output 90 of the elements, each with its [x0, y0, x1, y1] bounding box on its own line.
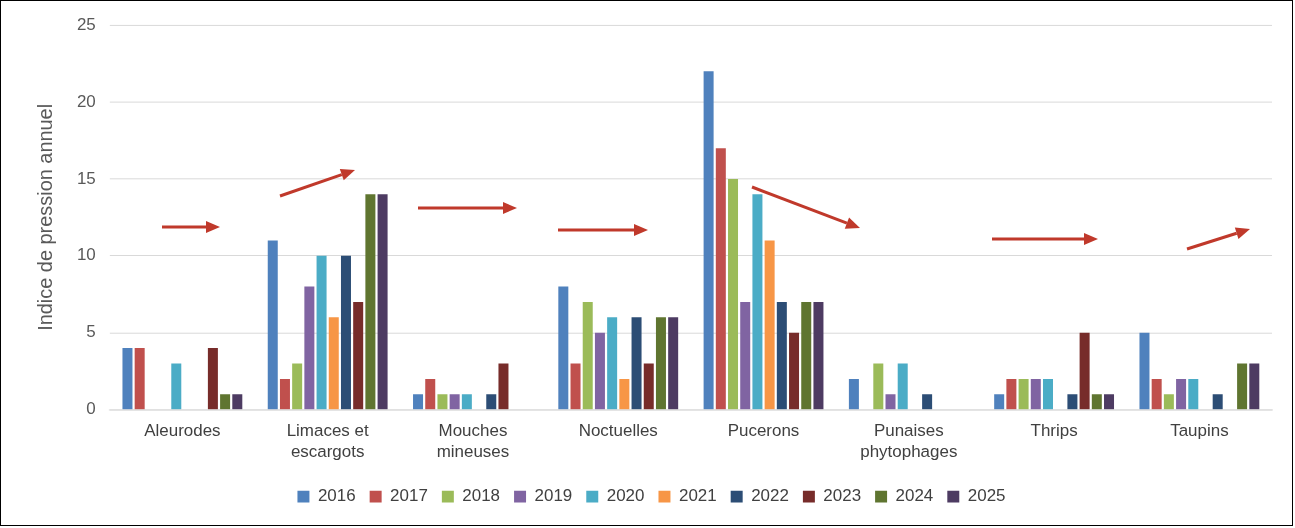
bar	[655, 317, 666, 410]
bar	[267, 240, 278, 410]
bar	[885, 394, 896, 410]
bar	[1163, 394, 1174, 410]
legend-label: 2025	[967, 486, 1006, 506]
y-tick-label: 25	[76, 14, 96, 34]
bar	[316, 255, 327, 410]
bar	[922, 394, 933, 410]
bar	[594, 332, 605, 410]
bar	[377, 194, 388, 410]
bar	[328, 317, 339, 410]
x-tick-label: Noctuelles	[578, 421, 658, 441]
y-tick-label: 5	[86, 322, 96, 342]
x-tick-label: Punaises phytophages	[860, 421, 958, 461]
x-tick-label: Mouches mineuses	[436, 421, 510, 461]
bar	[171, 363, 182, 410]
bar	[1237, 363, 1248, 410]
bar	[340, 255, 351, 410]
bar	[1091, 394, 1102, 410]
bar	[801, 301, 812, 410]
bar	[461, 394, 472, 410]
bar	[558, 286, 569, 410]
legend-label: 2016	[317, 486, 356, 506]
bar	[619, 378, 630, 410]
bar	[1176, 378, 1187, 410]
bar	[848, 378, 859, 410]
y-tick-label: 15	[76, 168, 96, 188]
bar	[1006, 378, 1017, 410]
x-tick-label: Aleurodes	[144, 421, 221, 441]
bar	[813, 301, 824, 410]
bar	[122, 348, 133, 410]
bar	[1067, 394, 1078, 410]
bar	[631, 317, 642, 410]
x-tick-label: Pucerons	[727, 421, 800, 441]
bar	[437, 394, 448, 410]
legend-label: 2017	[390, 486, 428, 506]
bar	[607, 317, 618, 410]
bar	[703, 71, 714, 410]
bar	[643, 363, 654, 410]
bar	[582, 301, 593, 410]
bar	[207, 348, 218, 410]
legend-label: 2024	[895, 486, 934, 506]
bar	[304, 286, 315, 410]
y-axis-title: Indice de pression annuel	[34, 103, 57, 331]
bar	[570, 363, 581, 410]
bar	[1151, 378, 1162, 410]
bar	[715, 148, 726, 410]
x-tick-label: Limaces et escargots	[286, 421, 369, 461]
bar	[486, 394, 497, 410]
bar	[873, 363, 884, 410]
bar	[220, 394, 231, 410]
bar	[728, 178, 739, 410]
bar	[1249, 363, 1260, 410]
bar	[365, 194, 376, 410]
legend-label: 2018	[462, 486, 501, 506]
y-tick-label: 20	[76, 91, 96, 111]
bar	[668, 317, 679, 410]
bar	[764, 240, 775, 410]
bar	[1188, 378, 1199, 410]
y-tick-label: 0	[86, 399, 96, 419]
bar	[1212, 394, 1223, 410]
bar	[425, 378, 436, 410]
bar	[994, 394, 1005, 410]
bar	[279, 378, 290, 410]
bar	[498, 363, 509, 410]
bar	[1043, 378, 1053, 410]
bar	[1018, 378, 1029, 410]
y-tick-label: 10	[76, 245, 96, 265]
legend-label: 2020	[606, 486, 645, 506]
bar	[353, 301, 364, 410]
bar	[789, 332, 800, 410]
bar	[1139, 332, 1150, 410]
legend-label: 2023	[823, 486, 862, 506]
bar	[776, 301, 787, 410]
bar	[752, 194, 763, 410]
legend-label: 2021	[678, 486, 717, 506]
legend-label: 2022	[751, 486, 789, 506]
legend-label: 2019	[534, 486, 573, 506]
bar	[740, 301, 751, 410]
bar	[897, 363, 908, 410]
bar	[449, 394, 460, 410]
bar	[232, 394, 243, 410]
bar	[292, 363, 303, 410]
bar	[413, 394, 424, 410]
bar	[1030, 378, 1041, 410]
bar	[134, 348, 145, 410]
bar	[1079, 332, 1090, 410]
bar	[1104, 394, 1115, 410]
x-tick-label: Thrips	[1030, 421, 1078, 441]
x-tick-label: Taupins	[1170, 421, 1229, 441]
